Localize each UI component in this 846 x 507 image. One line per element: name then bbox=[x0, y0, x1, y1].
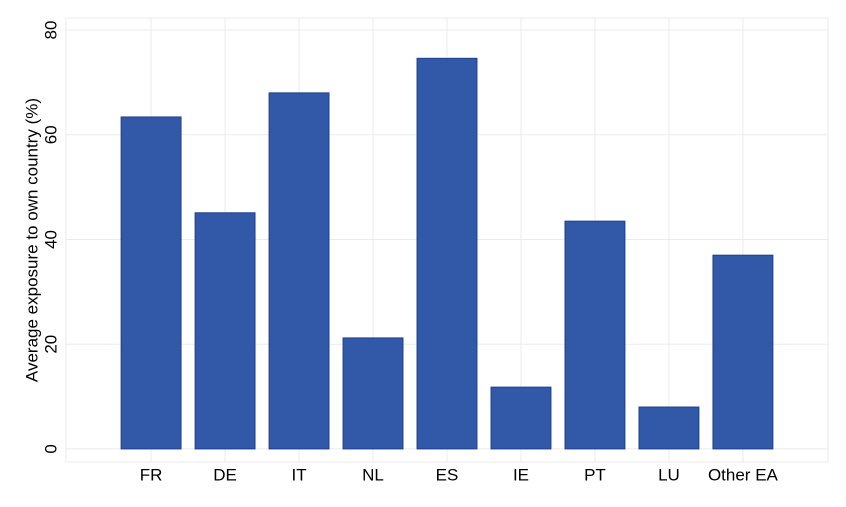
x-tick-label: FR bbox=[140, 465, 163, 484]
y-tick-label: 40 bbox=[41, 230, 60, 249]
y-tick-label: 0 bbox=[41, 444, 60, 453]
x-tick-label: NL bbox=[362, 465, 384, 484]
x-tick-label: IE bbox=[513, 465, 529, 484]
bar bbox=[120, 116, 182, 450]
bar bbox=[268, 92, 330, 450]
y-tick-label: 80 bbox=[41, 21, 60, 40]
bar bbox=[490, 386, 552, 450]
x-tick-label: IT bbox=[291, 465, 306, 484]
y-tick-label: 20 bbox=[41, 335, 60, 354]
x-tick-label: Other EA bbox=[708, 465, 779, 484]
x-tick-label: DE bbox=[213, 465, 237, 484]
bar bbox=[564, 220, 626, 450]
bar bbox=[194, 212, 256, 450]
x-tick-label: ES bbox=[436, 465, 459, 484]
bar bbox=[342, 337, 404, 450]
bar bbox=[712, 254, 774, 450]
bar bbox=[638, 406, 700, 450]
y-tick-label: 60 bbox=[41, 125, 60, 144]
x-tick-label: LU bbox=[658, 465, 680, 484]
x-tick-label: PT bbox=[584, 465, 606, 484]
y-axis-label: Average exposure to own country (%) bbox=[22, 98, 41, 382]
bar bbox=[416, 57, 478, 450]
